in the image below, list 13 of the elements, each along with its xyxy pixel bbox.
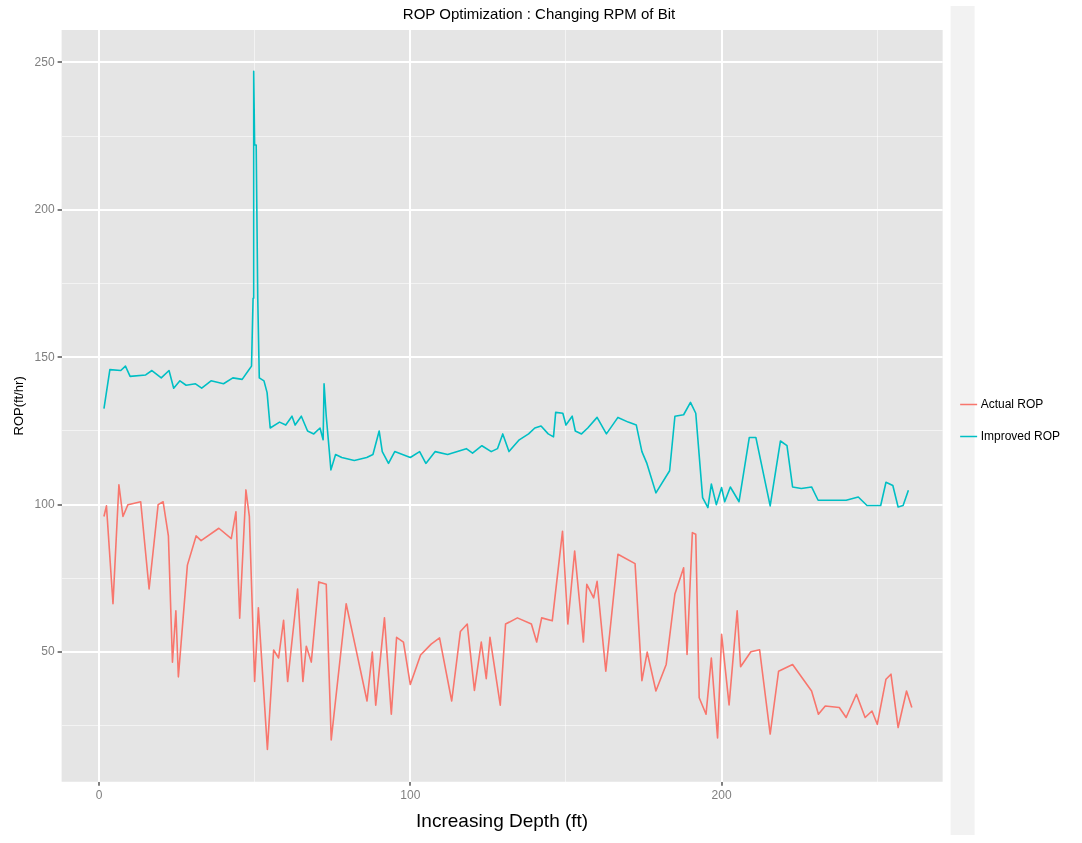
x-tick-label: 100 [400, 788, 421, 803]
y-axis-title: ROP(ft/hr) [11, 376, 27, 436]
y-tick-label: 250 [34, 54, 55, 69]
x-tick-label: 200 [711, 788, 732, 803]
y-tick-label: 100 [34, 496, 55, 511]
y-tick-label: 150 [34, 349, 55, 364]
x-axis-title: Increasing Depth (ft) [416, 809, 589, 831]
chart-title: ROP Optimization : Changing RPM of Bit [402, 5, 676, 23]
y-tick-label: 200 [34, 202, 55, 217]
legend-label: Improved ROP [980, 428, 1060, 443]
x-tick-label: 0 [95, 788, 103, 803]
legend-label: Actual ROP [980, 396, 1044, 411]
y-tick-label: 50 [41, 644, 55, 659]
